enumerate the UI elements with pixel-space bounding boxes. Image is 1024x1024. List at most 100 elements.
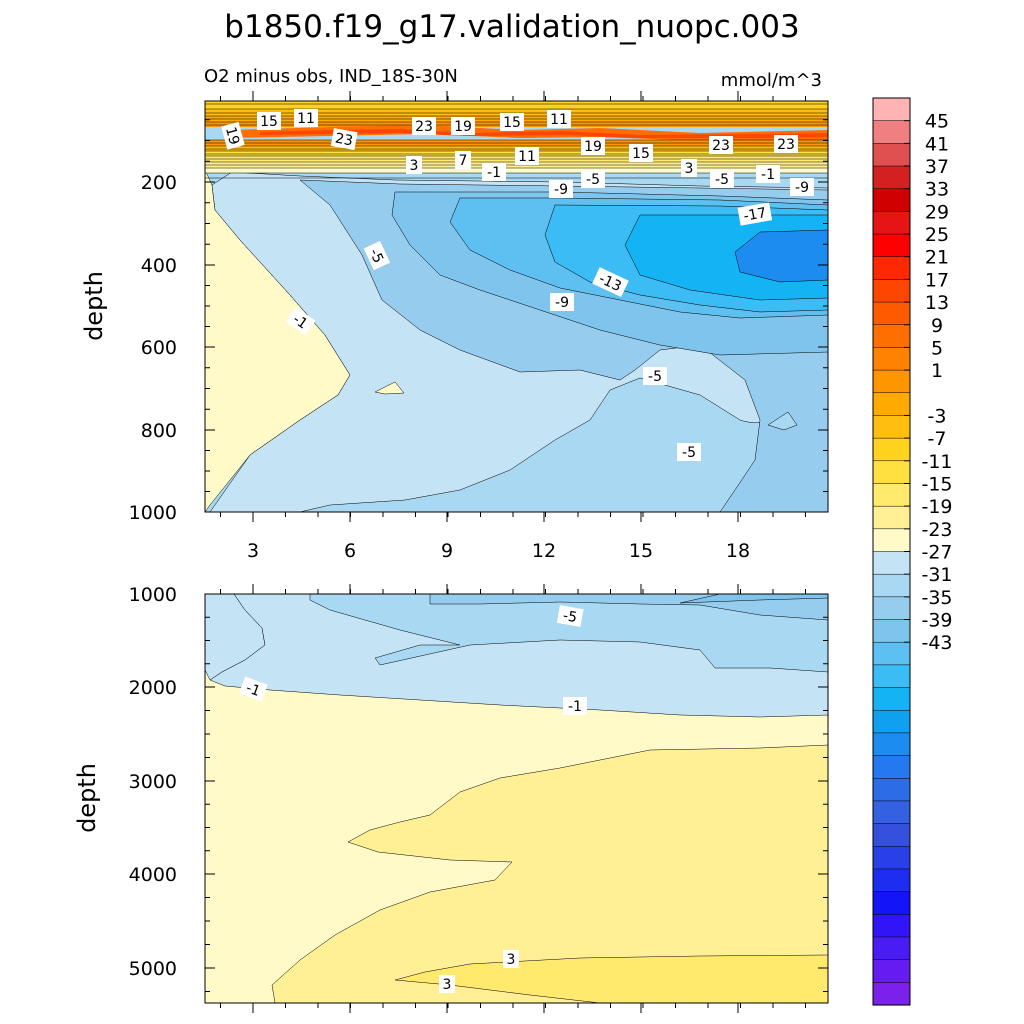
contour-label-box bbox=[363, 240, 391, 271]
colorbar-swatches bbox=[872, 97, 911, 1006]
colorbar-swatch bbox=[872, 778, 911, 802]
contour-label-text: -1 bbox=[487, 165, 501, 181]
contour-label-text: 19 bbox=[584, 139, 602, 155]
x-tick-label: 15 bbox=[629, 540, 653, 562]
upper-panel: 15 11 19 23 23 19 15 11 19 15 23 23 3 7 -1 11 3 -5 -1 -9 -9 -… bbox=[80, 91, 829, 562]
upper-subsurface-band-6 bbox=[205, 168, 828, 173]
upper-island-left bbox=[374, 381, 405, 395]
chart-units-label: mmol/m^3 bbox=[721, 70, 822, 91]
colorbar-tick-label: 29 bbox=[925, 201, 949, 223]
contour-label-box bbox=[294, 109, 318, 127]
contour-label: -5 bbox=[556, 605, 584, 627]
contour-label: 23 bbox=[330, 128, 358, 150]
lower-contour-labels: -5 -1 -1 3 3 bbox=[238, 605, 587, 993]
contour-label-text: 11 bbox=[518, 149, 536, 165]
lower-panel: -5 -1 -1 3 3 1000 2000 3000 4000 5000 depth bbox=[73, 584, 829, 1013]
colorbar-swatch bbox=[872, 709, 911, 734]
contour-label: -5 bbox=[643, 367, 667, 385]
contour-label-box bbox=[330, 128, 358, 150]
contour-label-box bbox=[581, 137, 605, 155]
contour-label-text: -1 bbox=[761, 167, 775, 183]
contour-label-text: 11 bbox=[297, 111, 315, 127]
contour-label: -9 bbox=[790, 178, 814, 196]
colorbar-tick-label: -19 bbox=[921, 496, 952, 518]
y-tick-label: 400 bbox=[141, 255, 177, 277]
contour-label: 3 bbox=[681, 159, 697, 177]
contour-label: 23 bbox=[412, 117, 436, 135]
colorbar-swatch bbox=[872, 823, 911, 847]
colorbar-tick-label: -23 bbox=[921, 519, 952, 541]
colorbar-tick-label: 13 bbox=[925, 292, 949, 314]
y-tick-label: 1000 bbox=[129, 584, 177, 606]
contour-label-text: 19 bbox=[222, 125, 242, 146]
contour-label-box bbox=[455, 151, 471, 169]
lower-panel-fill bbox=[205, 594, 828, 1003]
chart-subtitle-left: O2 minus obs, IND_18S-30N bbox=[204, 66, 458, 87]
colorbar-swatch bbox=[872, 800, 911, 825]
colorbar-swatch bbox=[872, 573, 911, 598]
contour-label-text: 3 bbox=[443, 977, 452, 993]
contour-label-box bbox=[581, 170, 605, 188]
contour-label-text: 7 bbox=[459, 153, 468, 169]
contour-label: -1 bbox=[238, 676, 268, 702]
y-tick-label: 200 bbox=[141, 172, 177, 194]
lower-plot-frame bbox=[204, 593, 829, 1004]
colorbar-swatch bbox=[872, 959, 911, 983]
contour-label: 23 bbox=[709, 136, 733, 154]
colorbar-swatch bbox=[872, 324, 911, 348]
contour-label-text: 23 bbox=[334, 131, 354, 150]
colorbar-swatch bbox=[872, 483, 911, 507]
y-tick-label: 800 bbox=[141, 420, 177, 442]
contour-label: -9 bbox=[549, 180, 573, 198]
upper-panel-fill bbox=[205, 101, 828, 512]
contour-label: -17 bbox=[737, 202, 773, 226]
colorbar-tick-label: -15 bbox=[921, 473, 952, 495]
contour-label: -1 bbox=[756, 165, 780, 183]
x-tick-label: 12 bbox=[532, 540, 556, 562]
colorbar-tick-label: -7 bbox=[928, 428, 947, 450]
contour-label-box bbox=[412, 117, 436, 135]
contour-label-text: 15 bbox=[260, 114, 278, 130]
contour-label-box bbox=[547, 110, 571, 128]
colorbar-tick-label: 5 bbox=[931, 337, 943, 359]
contour-label: -1 bbox=[285, 306, 316, 336]
upper-axis-ticks: 200 400 600 800 1000 3 6 9 12 15 18 bbox=[129, 91, 828, 562]
contour-label-text: 23 bbox=[415, 119, 433, 135]
contour-label: 23 bbox=[774, 135, 798, 153]
x-tick-label: 9 bbox=[441, 540, 453, 562]
contour-label-box bbox=[710, 170, 734, 188]
contour-label: -5 bbox=[677, 443, 701, 461]
lower-axis-ticks: 1000 2000 3000 4000 5000 bbox=[129, 584, 828, 1013]
y-tick-label: 2000 bbox=[129, 677, 177, 699]
contour-label-text: -5 bbox=[715, 172, 729, 188]
contour-label-box bbox=[238, 676, 268, 702]
colorbar-tick-label: 17 bbox=[925, 269, 949, 291]
contour-label-box bbox=[550, 293, 574, 311]
colorbar-swatch bbox=[872, 914, 911, 938]
contour-label: 11 bbox=[515, 147, 539, 165]
colorbar-swatch bbox=[872, 211, 911, 235]
contour-label-box bbox=[257, 112, 281, 130]
contour-label: 11 bbox=[294, 109, 318, 127]
upper-surface-band-1 bbox=[205, 101, 828, 109]
contour-label-box bbox=[285, 306, 316, 336]
contour-label-box bbox=[756, 165, 780, 183]
colorbar-swatch bbox=[872, 982, 911, 1006]
lower-region-positive bbox=[271, 744, 828, 1003]
contour-label-text: -5 bbox=[586, 172, 600, 188]
colorbar-tick-label: 33 bbox=[925, 179, 949, 201]
colorbar-swatch bbox=[872, 233, 911, 258]
upper-y-axis-label: depth bbox=[80, 271, 108, 341]
colorbar-tick-label: -3 bbox=[928, 405, 947, 427]
contour-label-box bbox=[629, 144, 653, 162]
colorbar-swatch bbox=[872, 369, 911, 394]
colorbar-swatch bbox=[872, 868, 911, 893]
colorbar-swatch bbox=[872, 936, 911, 961]
contour-label-text: -9 bbox=[554, 182, 568, 198]
colorbar-swatch bbox=[872, 460, 911, 485]
contour-label: 3 bbox=[439, 975, 455, 993]
contour-label-box bbox=[221, 121, 245, 150]
contour-label: -5 bbox=[581, 170, 605, 188]
